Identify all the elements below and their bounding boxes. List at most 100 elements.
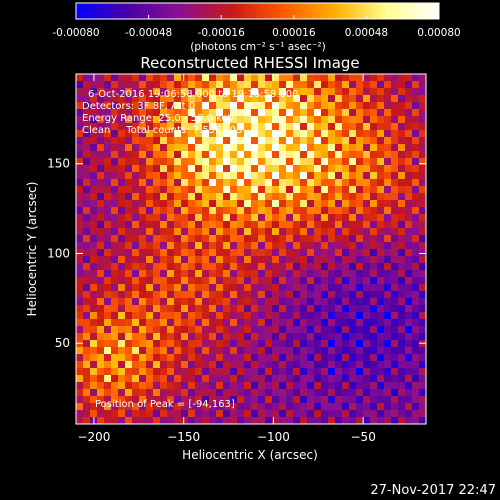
heatmap-cell [321, 81, 329, 89]
heatmap-cell [258, 116, 266, 124]
heatmap-cell [391, 179, 399, 187]
heatmap-cell [335, 263, 343, 271]
heatmap-cell [356, 228, 364, 236]
heatmap-cell [167, 263, 175, 271]
heatmap-cell [188, 151, 196, 159]
heatmap-cell [125, 417, 133, 424]
heatmap-cell [307, 410, 315, 418]
heatmap-cell [286, 354, 294, 362]
heatmap-cell [412, 361, 420, 369]
heatmap-cell [83, 256, 91, 264]
heatmap-cell [209, 319, 217, 327]
heatmap-cell [328, 375, 336, 383]
heatmap-cell [195, 235, 203, 243]
heatmap-cell [272, 298, 280, 306]
heatmap-cell [237, 361, 245, 369]
heatmap-cell [272, 137, 280, 145]
heatmap-cell [83, 207, 91, 215]
heatmap-cell [160, 186, 168, 194]
heatmap-cell [160, 144, 168, 152]
heatmap-cell [146, 109, 154, 117]
heatmap-cell [230, 305, 238, 313]
heatmap-cell [125, 137, 133, 145]
heatmap-cell [258, 144, 266, 152]
heatmap-cell [286, 88, 294, 96]
heatmap-cell [244, 368, 252, 376]
heatmap-cell [83, 291, 91, 299]
heatmap-cell [356, 375, 364, 383]
heatmap-cell [90, 186, 98, 194]
heatmap-cell [307, 214, 315, 222]
heatmap-cell [335, 291, 343, 299]
heatmap-cell [419, 270, 426, 278]
heatmap-cell [356, 333, 364, 341]
heatmap-cell [300, 249, 308, 257]
heatmap-cell [321, 263, 329, 271]
heatmap-cell [335, 403, 343, 411]
heatmap-cell [328, 130, 336, 138]
heatmap-cell [384, 263, 392, 271]
heatmap-cell [342, 207, 350, 215]
heatmap-cell [146, 228, 154, 236]
heatmap-cell [419, 123, 426, 131]
heatmap-cell [377, 123, 385, 131]
heatmap-cell [237, 172, 245, 180]
heatmap-cell [356, 81, 364, 89]
heatmap-cell [83, 95, 91, 103]
heatmap-cell [412, 144, 420, 152]
heatmap-cell [118, 193, 126, 201]
heatmap-cell [363, 333, 371, 341]
heatmap-cell [391, 130, 399, 138]
heatmap-cell [146, 319, 154, 327]
heatmap-cell [314, 193, 322, 201]
heatmap-cell [321, 102, 329, 110]
heatmap-cell [90, 256, 98, 264]
heatmap-cell [363, 74, 371, 82]
heatmap-cell [132, 123, 140, 131]
heatmap-cell [160, 200, 168, 208]
heatmap-cell [286, 368, 294, 376]
heatmap-cell [216, 74, 224, 82]
heatmap-cell [237, 158, 245, 166]
heatmap-cell [377, 270, 385, 278]
heatmap-cell [244, 116, 252, 124]
heatmap-cell [146, 116, 154, 124]
heatmap-cell [265, 207, 273, 215]
heatmap-cell [307, 172, 315, 180]
heatmap-cell [419, 347, 426, 355]
heatmap-cell [202, 347, 210, 355]
heatmap-cell [209, 207, 217, 215]
heatmap-cell [153, 193, 161, 201]
heatmap-cell [188, 347, 196, 355]
heatmap-cell [356, 305, 364, 313]
heatmap-cell [251, 326, 259, 334]
heatmap-cell [230, 235, 238, 243]
heatmap-cell [132, 347, 140, 355]
heatmap-cell [146, 249, 154, 257]
heatmap-cell [419, 326, 426, 334]
heatmap-cell [335, 200, 343, 208]
heatmap-cell [216, 214, 224, 222]
heatmap-cell [90, 102, 98, 110]
heatmap-cell [377, 207, 385, 215]
heatmap-cell [412, 347, 420, 355]
heatmap-cell [349, 417, 357, 424]
heatmap-cell [300, 158, 308, 166]
heatmap-cell [279, 109, 287, 117]
heatmap-cell [349, 277, 357, 285]
heatmap-cell [202, 270, 210, 278]
heatmap-cell [307, 179, 315, 187]
heatmap-cell [132, 193, 140, 201]
heatmap-cell [293, 123, 301, 131]
heatmap-cell [300, 179, 308, 187]
heatmap-cell [405, 319, 413, 327]
heatmap-cell [391, 235, 399, 243]
heatmap-cell [104, 347, 112, 355]
heatmap-cell [146, 263, 154, 271]
heatmap-cell [412, 277, 420, 285]
heatmap-cell [265, 88, 273, 96]
heatmap-cell [104, 403, 112, 411]
heatmap-cell [195, 221, 203, 229]
heatmap-cell [125, 347, 133, 355]
